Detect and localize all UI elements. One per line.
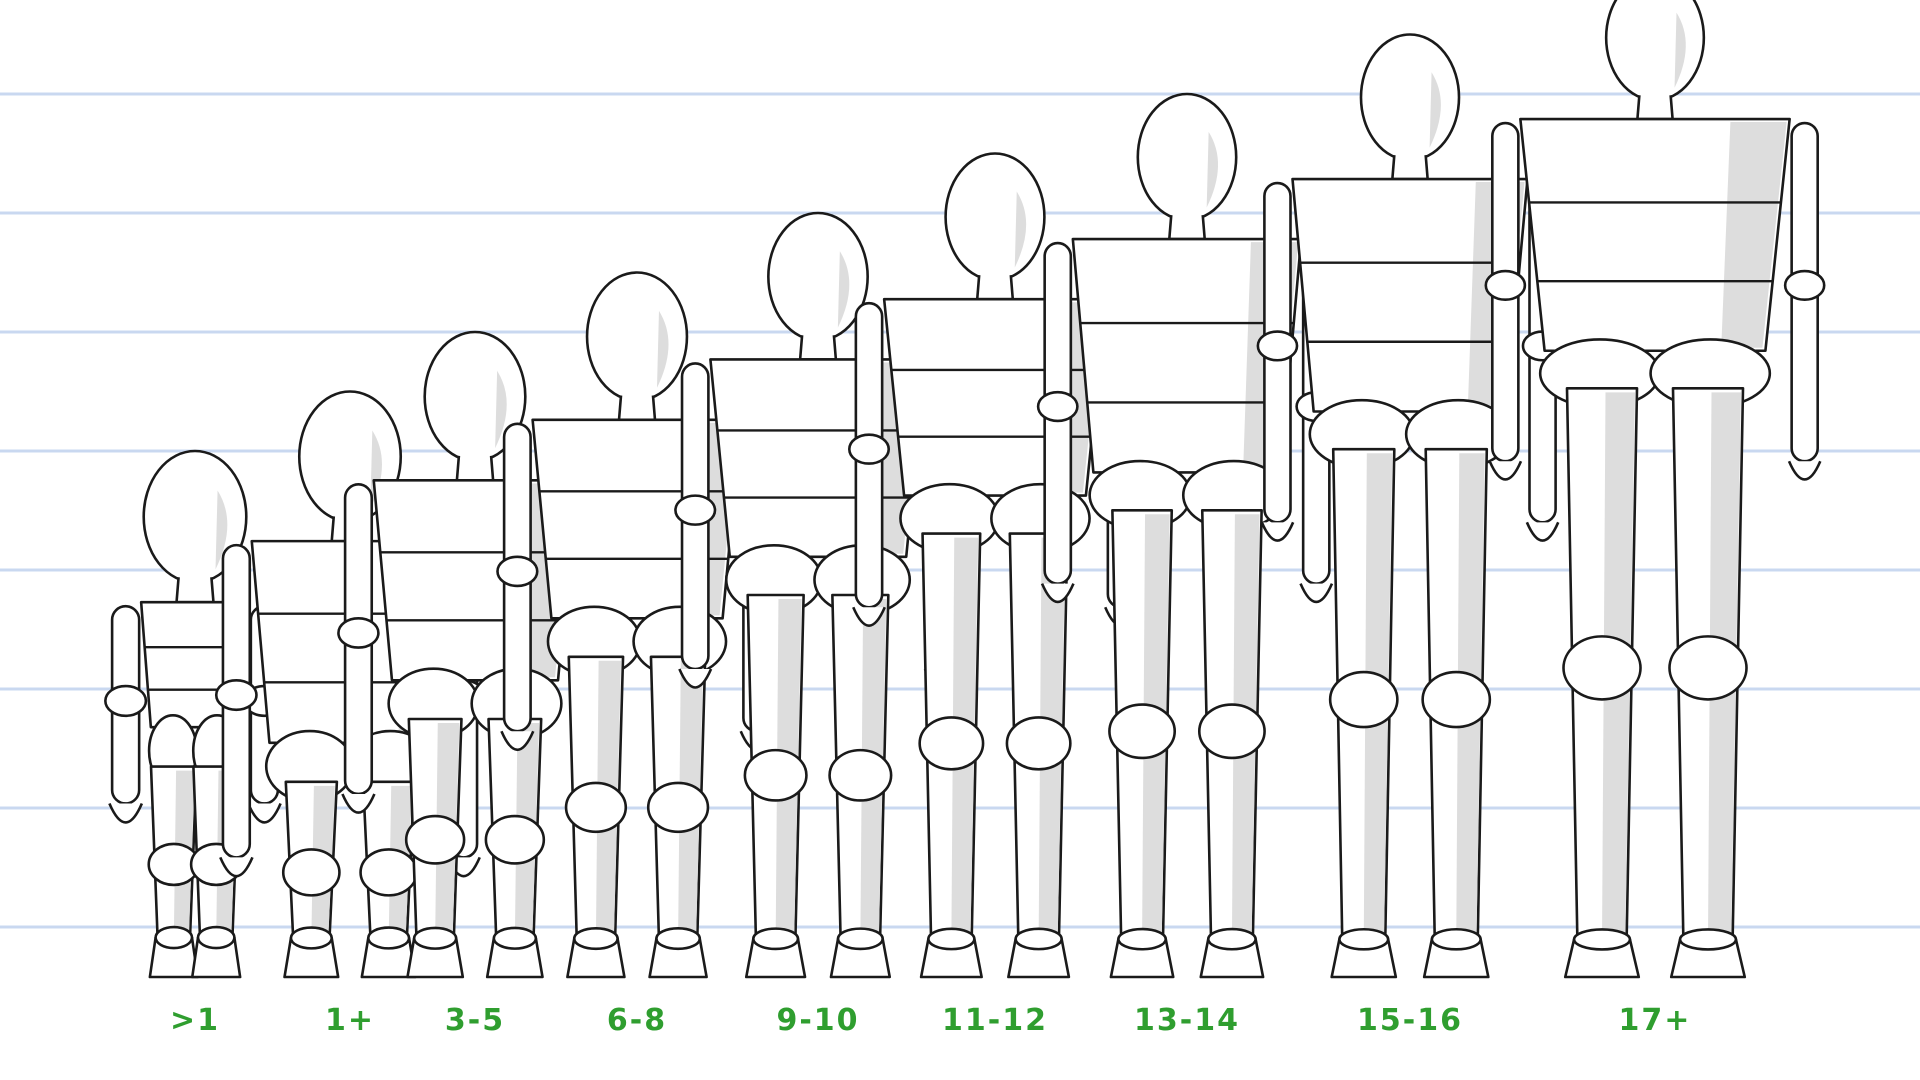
hand	[1787, 460, 1822, 481]
hand	[678, 668, 713, 689]
elbow-joint	[496, 555, 539, 588]
age-label-9: 17+	[1619, 1003, 1692, 1038]
age-label-6: 11-12	[942, 1003, 1048, 1038]
elbow-joint	[1783, 269, 1826, 301]
knee-joint	[1197, 703, 1266, 760]
age-label-3: 3-5	[445, 1003, 505, 1038]
knee-joint	[1562, 635, 1642, 701]
hand	[1299, 583, 1334, 604]
knee-joint	[484, 814, 546, 865]
head-shading	[495, 370, 507, 449]
elbow-joint	[848, 433, 891, 465]
age-label-7: 13-14	[1134, 1003, 1240, 1038]
head	[585, 271, 689, 402]
hand	[246, 802, 282, 824]
neck	[1391, 155, 1429, 181]
hand	[500, 730, 535, 751]
head-shading	[656, 310, 669, 388]
figures-group	[104, 0, 1826, 979]
head-shading	[1674, 12, 1686, 88]
hand	[108, 802, 144, 824]
neck	[1167, 214, 1207, 241]
ankle-joint	[412, 926, 458, 950]
knee-joint	[281, 848, 341, 897]
ankle-joint	[655, 927, 702, 951]
hand	[1040, 583, 1075, 604]
neck	[798, 335, 838, 361]
ankle-joint	[1430, 927, 1482, 951]
elbow-joint	[104, 684, 148, 718]
head-shading	[215, 490, 228, 570]
head	[767, 211, 869, 342]
ankle-joint	[1014, 927, 1063, 951]
knee-joint	[1421, 670, 1492, 729]
age-label-4: 6-8	[607, 1003, 667, 1038]
knee-joint	[1005, 716, 1072, 771]
hand	[1488, 460, 1523, 481]
hand	[1525, 521, 1560, 542]
ankle-joint	[752, 927, 800, 951]
ankle-joint	[836, 927, 884, 951]
knee-joint	[1668, 635, 1748, 701]
age-label-2: 1+	[325, 1003, 375, 1038]
hand	[219, 856, 254, 878]
elbow-joint	[214, 678, 258, 712]
head	[944, 152, 1046, 282]
ankle-joint	[289, 926, 334, 950]
age-label-1: >1	[170, 1003, 220, 1038]
neck	[617, 395, 657, 422]
knee-joint	[828, 748, 893, 802]
head	[1136, 92, 1238, 222]
ankle-joint	[492, 926, 538, 950]
knee-joint	[1328, 670, 1399, 729]
knee-joint	[404, 814, 466, 865]
head-shading	[1206, 131, 1219, 208]
torso	[1519, 117, 1791, 353]
neck	[175, 577, 215, 604]
figure-1	[104, 449, 286, 979]
knee-joint	[1108, 703, 1177, 760]
ankle-joint	[572, 927, 619, 951]
age-label-5: 9-10	[776, 1003, 859, 1038]
age-labels: >1 1+ 3-5 6-8 9-10 11-12 13-14 15-16 17+	[170, 1003, 1692, 1038]
neck	[975, 275, 1015, 301]
hand	[852, 606, 886, 627]
elbow-joint	[1484, 269, 1527, 301]
knee-joint	[564, 781, 628, 834]
elbow-joint	[1036, 390, 1079, 423]
head-shading	[1429, 72, 1441, 148]
neck	[455, 455, 495, 482]
torso-shading	[1721, 122, 1787, 348]
ankle-joint	[1338, 927, 1390, 951]
elbow-joint	[1256, 330, 1299, 362]
knee-joint	[918, 716, 985, 771]
knee-joint	[359, 848, 419, 897]
head	[1604, 0, 1706, 102]
head-shading	[837, 251, 850, 328]
ankle-joint	[1117, 927, 1168, 951]
hand	[341, 793, 376, 814]
neck	[1636, 95, 1674, 121]
knee-joint	[743, 748, 808, 802]
hand	[1260, 521, 1295, 542]
ankle-joint	[366, 926, 411, 950]
elbow-joint	[674, 494, 717, 526]
age-label-8: 15-16	[1357, 1003, 1463, 1038]
ankle-joint	[1206, 927, 1257, 951]
elbow-joint	[337, 617, 380, 649]
figure-9	[1484, 0, 1826, 979]
ankle-joint	[154, 925, 194, 950]
figure-8	[1256, 33, 1564, 979]
head	[1359, 33, 1461, 162]
ankle-joint	[1678, 928, 1738, 951]
head-shading	[370, 430, 382, 509]
ankle-joint	[1572, 928, 1632, 951]
ankle-joint	[196, 925, 236, 950]
ankle-joint	[927, 927, 976, 951]
knee-joint	[646, 781, 710, 834]
head-shading	[1014, 191, 1027, 268]
